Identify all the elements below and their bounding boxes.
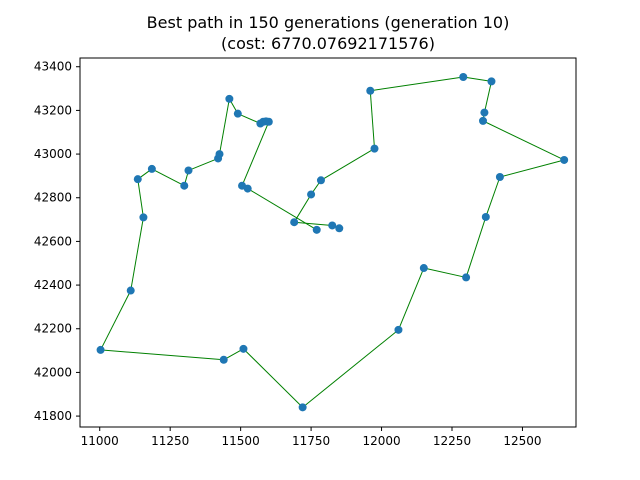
chart-title: Best path in 150 generations (generation… [147,13,510,32]
x-tick-label: 12250 [433,434,471,448]
city-point [328,221,336,229]
x-tick-label: 11000 [81,434,119,448]
city-point [97,346,105,354]
path-segment [303,330,399,408]
path-segment [243,349,302,408]
city-point [317,176,325,184]
path-segment [483,121,564,160]
plot-area: 11000 11250 11500 11750 12000 12250 12500 41800… [34,58,576,448]
city-point [180,182,188,190]
city-point [148,165,156,173]
chart-subtitle: (cost: 6770.07692171576) [221,34,435,53]
y-tick-label: 42200 [34,322,72,336]
path-segment [242,122,269,186]
city-point [479,117,487,125]
path-segment [220,99,230,154]
city-point [220,356,228,364]
x-tick-label: 11250 [151,434,189,448]
y-tick-label: 42800 [34,191,72,205]
path-segment [101,291,131,350]
path-segment [152,169,184,186]
city-point [139,213,147,221]
path-segment [101,350,224,360]
city-point [313,226,321,234]
y-tick-label: 43200 [34,103,72,117]
path-segment [321,149,375,181]
path-segment [131,217,144,290]
city-point [480,109,488,117]
y-tick-label: 43400 [34,60,72,74]
city-point [299,403,307,411]
y-tick-label: 42000 [34,365,72,379]
x-tick-label: 12500 [503,434,541,448]
x-tick-label: 11500 [222,434,260,448]
city-point [265,118,273,126]
city-point [496,173,504,181]
city-point [225,95,233,103]
city-point [482,213,490,221]
city-point [394,326,402,334]
path-segment [370,91,374,149]
path-segment [500,160,564,177]
city-point [239,345,247,353]
path-segment [466,217,486,277]
path-segment [398,268,423,330]
path-segment [248,189,317,230]
city-point [366,87,374,95]
city-point [290,218,298,226]
y-tick-label: 43000 [34,147,72,161]
path-segment [189,158,219,170]
city-point [185,166,193,174]
city-point [560,156,568,164]
y-tick-label: 42400 [34,278,72,292]
city-point [134,175,142,183]
y-tick-label: 41800 [34,409,72,423]
city-point [307,190,315,198]
axes-frame [80,58,576,427]
x-tick-label: 11750 [292,434,330,448]
x-tick-label: 12000 [362,434,400,448]
path-segment [463,77,491,81]
city-point [420,264,428,272]
y-tick-label: 42600 [34,234,72,248]
path-segment [484,81,491,112]
path-segment [424,268,466,277]
city-point [244,185,252,193]
city-point [335,224,343,232]
path-segment [138,179,144,217]
city-point [127,287,135,295]
city-point [216,150,224,158]
city-point [459,73,467,81]
city-point [371,145,379,153]
path-segment [294,222,332,225]
path-segment [370,77,463,91]
path-segment [486,177,500,217]
city-point [462,273,470,281]
city-point [487,77,495,85]
city-point [234,110,242,118]
